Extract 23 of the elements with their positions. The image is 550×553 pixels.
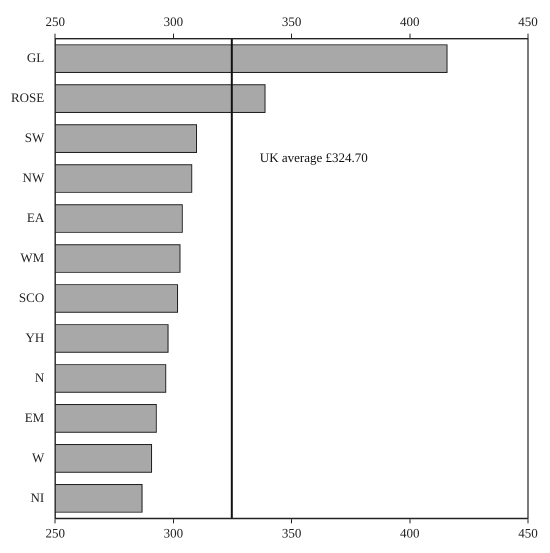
- x2-tick-label: 250: [45, 14, 65, 30]
- y-tick-label: W: [32, 450, 45, 465]
- x-tick-label: 400: [400, 526, 420, 541]
- y-tick-label: NW: [22, 170, 45, 185]
- x2-tick-label: 450: [518, 14, 538, 30]
- x-tick-label: 450: [518, 526, 538, 541]
- y-tick-label: GL: [26, 50, 44, 66]
- x2-tick-label: 350: [282, 14, 302, 30]
- y-tick-label: EM: [24, 410, 45, 425]
- ref-line-label: UK average £324.70: [260, 150, 368, 165]
- y-tick-label: NI: [30, 490, 44, 505]
- x-tick-label: 350: [282, 526, 302, 541]
- y-tick-label: WM: [20, 250, 45, 265]
- x-tick-label: 250: [45, 526, 65, 541]
- y-tick-label: N: [34, 370, 45, 385]
- y-tick-label: YH: [25, 330, 44, 345]
- y-tick-label: ROSE: [10, 90, 44, 105]
- y-tick-label: SW: [24, 130, 45, 145]
- x-tick-label: 300: [164, 526, 184, 541]
- x2-tick-label: 400: [400, 14, 420, 30]
- y-tick-label: SCO: [18, 290, 44, 305]
- x2-tick-label: 300: [164, 14, 184, 30]
- y-tick-label: EA: [26, 210, 45, 225]
